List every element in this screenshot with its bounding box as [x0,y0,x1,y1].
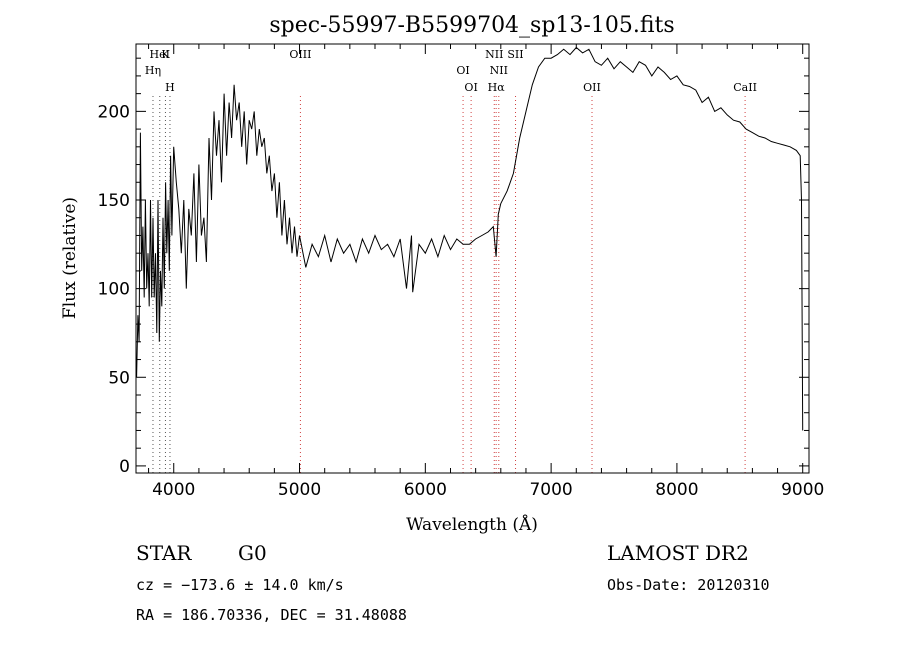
spectral-line-label: OII [583,81,601,94]
y-axis-label: Flux (relative) [60,197,80,319]
x-tick-label: 8000 [655,480,698,500]
coordinates: RA = 186.70336, DEC = 31.48088 [136,606,407,624]
spectral-line-label: NII [485,48,503,61]
spectral-line-label: NII [490,64,508,77]
x-tick-label: 4000 [152,480,195,500]
y-tick-label: 0 [119,457,130,477]
spectral-line-label: H [165,81,175,94]
x-tick-label: 6000 [404,480,447,500]
object-class: STAR [136,541,192,565]
spectral-line-label: Hα [488,81,506,94]
survey-name: LAMOST DR2 [607,541,749,565]
spectral-line-label: OIII [289,48,311,61]
spectral-line-markers: HeI Hη H K OIII OI OI NII NII SII Hα OII CaII [145,48,757,473]
y-tick-label: 100 [98,280,130,300]
plot-frame [135,43,810,474]
x-axis-label: Wavelength (Å) [406,514,538,535]
spectral-line-label: CaII [733,81,757,94]
chart-title: spec-55997-B5599704_sp13-105.fits [269,13,674,38]
obs-date: Obs-Date: 20120310 [607,576,770,594]
x-tick-label: 5000 [278,480,321,500]
redshift-readout: cz = −173.6 ± 14.0 km/s [136,576,344,594]
object-subclass: G0 [238,541,267,565]
x-axis: 4000 5000 6000 7000 8000 9000 [148,44,824,500]
y-axis: 0 50 100 150 200 [98,57,809,477]
x-tick-label: 7000 [529,480,572,500]
x-tick-label: 9000 [781,480,824,500]
spectral-line-label: SII [507,48,523,61]
spectral-line-label: K [161,48,170,61]
y-tick-label: 150 [98,191,130,211]
spectral-line-label: OI [456,64,469,77]
spectral-line-label: HeI [150,48,170,61]
spectral-line-label: OI [464,81,477,94]
spectrum-line [136,46,804,431]
spectral-line-label: Hη [145,64,161,77]
y-tick-label: 50 [108,368,130,388]
y-tick-label: 200 [98,102,130,122]
